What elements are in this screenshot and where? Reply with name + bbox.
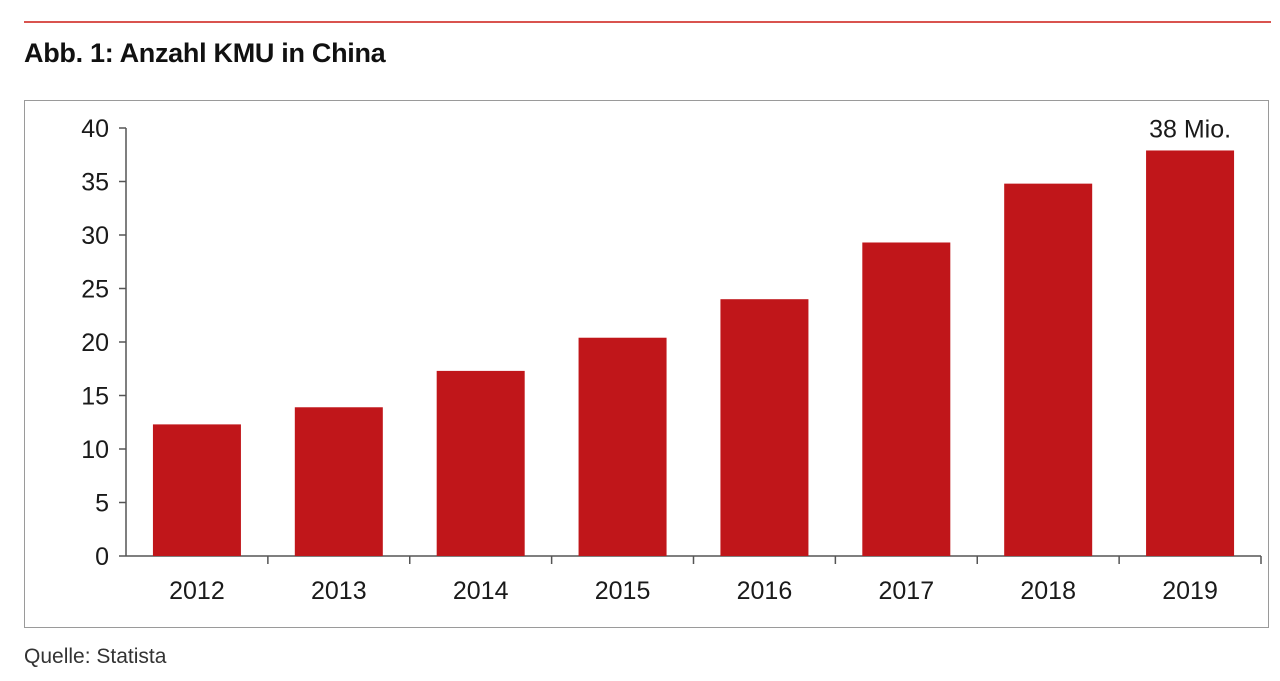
y-tick-label: 25 (81, 276, 109, 304)
bar-chart: 0 5 10 15 20 25 30 35 40 2012 2013 2014 2015 2016 2017… (81, 115, 1262, 605)
x-tick-label: 2018 (1020, 577, 1076, 605)
y-tick-label: 30 (81, 222, 109, 250)
y-tick-label: 0 (95, 543, 109, 571)
bar-2013 (294, 407, 383, 556)
y-tick-label: 20 (81, 329, 109, 357)
x-tick-label: 2016 (737, 577, 793, 605)
bar-2018 (1004, 183, 1093, 556)
x-tick-label: 2017 (879, 577, 935, 605)
y-tick-label: 10 (81, 436, 109, 464)
top-rule (24, 21, 1271, 23)
data-label-annotation: 38 Mio. (1149, 115, 1231, 143)
x-tick-label: 2015 (595, 577, 651, 605)
x-tick-label: 2019 (1162, 577, 1218, 605)
y-tick-label: 35 (81, 169, 109, 197)
x-tick-label: 2014 (453, 577, 509, 605)
x-tick-label: 2013 (311, 577, 367, 605)
chart-frame: 0 5 10 15 20 25 30 35 40 2012 2013 2014 2015 2016 2017… (24, 100, 1269, 628)
source-note: Quelle: Statista (24, 645, 167, 668)
bar-2016 (720, 299, 809, 556)
y-tick-label: 40 (81, 115, 109, 143)
y-tick-label: 15 (81, 383, 109, 411)
bar-2017 (862, 242, 951, 557)
x-tick-label: 2012 (169, 577, 225, 605)
bar-2014 (436, 370, 525, 556)
figure-title: Abb. 1: Anzahl KMU in China (24, 38, 386, 68)
bar-2015 (578, 337, 667, 556)
y-tick-label: 5 (95, 490, 109, 518)
bar-2012 (152, 424, 241, 556)
bar-2019 (1146, 150, 1235, 556)
